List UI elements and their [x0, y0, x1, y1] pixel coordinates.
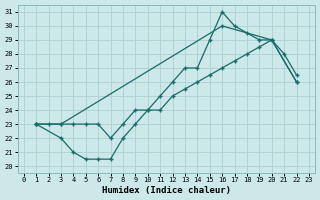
X-axis label: Humidex (Indice chaleur): Humidex (Indice chaleur) — [102, 186, 231, 195]
